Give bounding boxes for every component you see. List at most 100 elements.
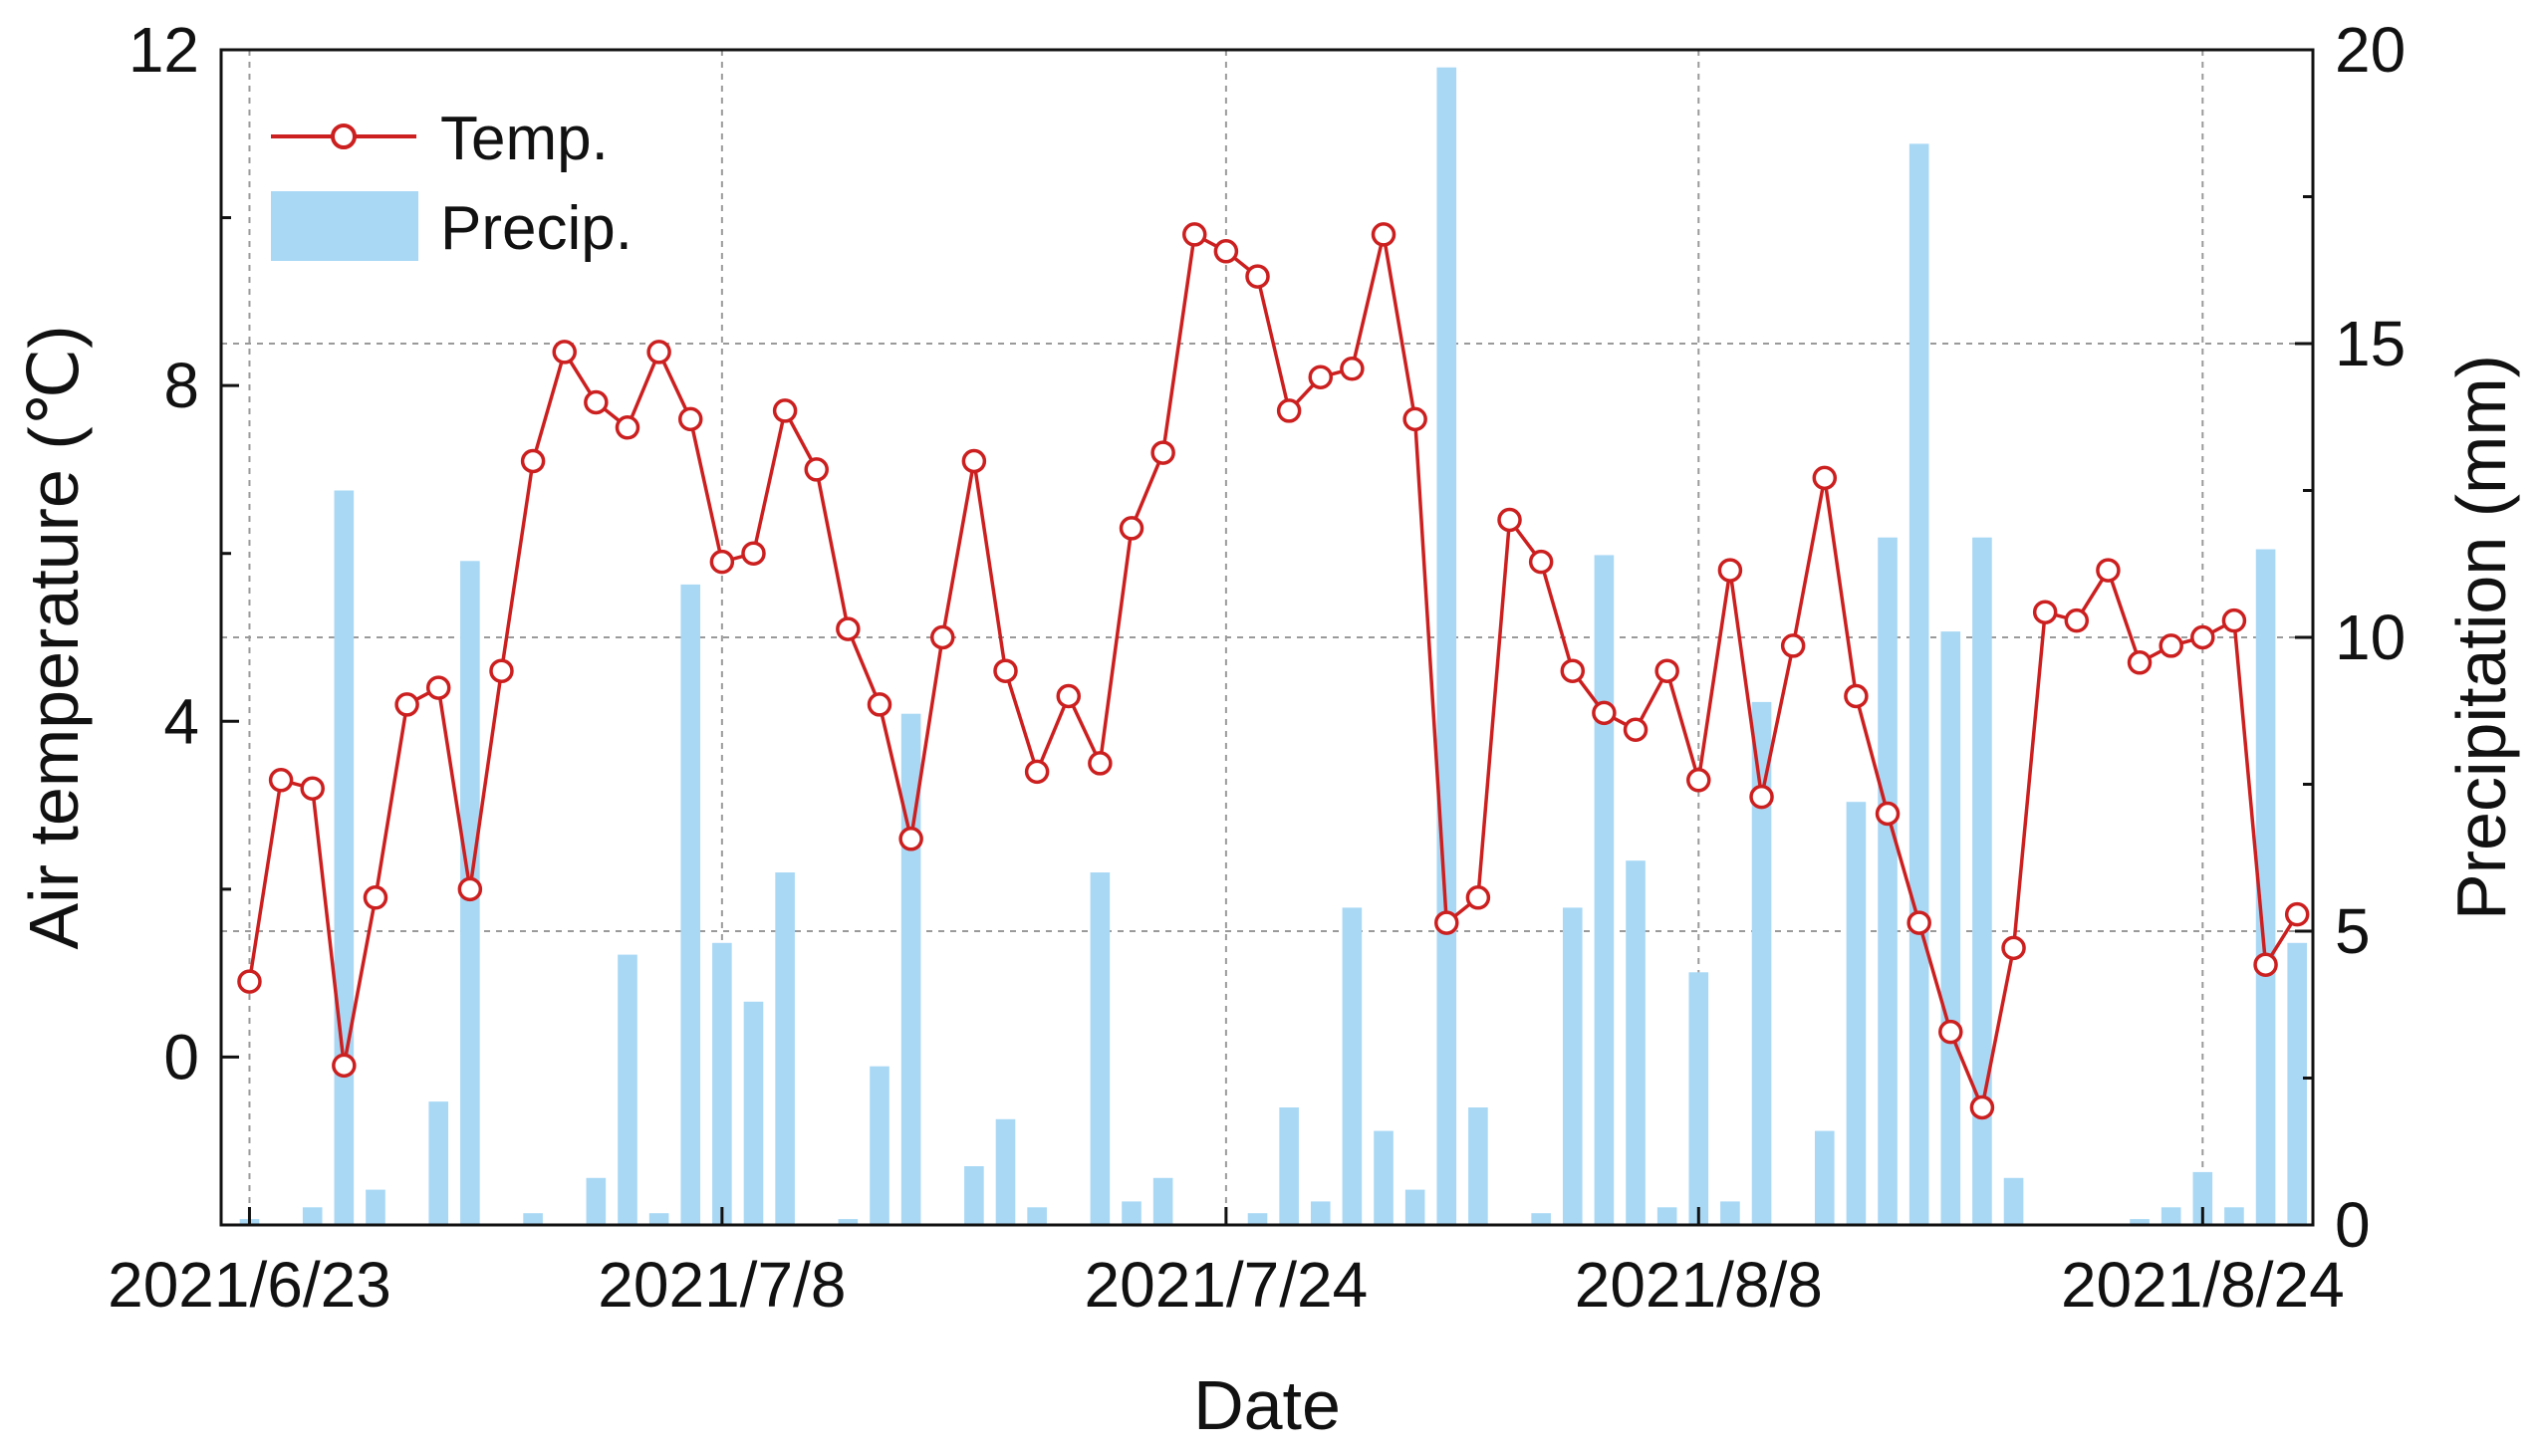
temp-point [1402,406,1427,432]
temp-point [1497,507,1522,533]
temp-point [1717,558,1743,583]
precip-bar [1940,631,1961,1225]
precip-bar [2160,1207,2181,1225]
x-tick-label: 2021/6/23 [108,1249,391,1321]
legend: Temp. Precip. [271,105,633,263]
precip-bar [1688,972,1709,1225]
temp-point [1213,239,1239,264]
precip-bar [1908,143,1929,1225]
precip-bar [523,1213,543,1225]
precip-bar [1122,1201,1142,1225]
temp-point [332,1053,357,1079]
x-tick-label: 2021/7/24 [1085,1249,1369,1321]
temp-point [836,616,861,641]
temp-point [1875,801,1901,827]
precip-bar [1626,860,1646,1225]
precip-bar [2130,1219,2150,1225]
temp-point [898,827,923,851]
precip-bar [2003,1177,2024,1225]
temp-point [1812,465,1838,491]
precip-bar [1279,1107,1299,1225]
precip-bar [2255,549,2276,1225]
temp-point [237,969,262,994]
temp-point [1056,683,1082,709]
temp-point [677,406,703,432]
precip-bar [995,1118,1016,1225]
precip-bar [586,1177,607,1225]
precip-bar [1751,701,1772,1225]
legend-precip-swatch [271,191,418,261]
precip-bar [1436,67,1457,1226]
y-right-tick-label: 15 [2335,308,2406,379]
precip-bar [2287,942,2307,1225]
temp-point [552,340,577,364]
temp-point [2221,607,2247,633]
temp-point [394,692,419,717]
temp-point [1119,516,1144,541]
precip-bar [1562,907,1583,1225]
temp-point [1844,683,1869,709]
precip-bar [1594,555,1615,1225]
precip-bar [1531,1213,1551,1225]
temp-point [804,457,829,482]
temp-point [772,398,798,423]
temp-point [520,448,546,474]
temp-point [867,692,892,717]
precip-bar [618,954,637,1225]
precip-bar [2192,1171,2213,1225]
temp-point [2001,935,2026,961]
temp-point [457,876,483,902]
precip-bar [680,584,701,1225]
y-right-tick-label: 5 [2335,895,2371,967]
temp-point [1024,759,1050,785]
temp-point [1371,222,1397,247]
temp-point [646,340,671,364]
precip-bar [1814,1130,1835,1225]
temp-line [237,222,2310,1120]
x-tick-label: 2021/8/8 [1575,1249,1823,1321]
legend-temp-label: Temp. [440,105,609,173]
y-right-tick-label: 20 [2335,14,2406,86]
y-axis-right-title: Precipitation (mm) [2442,355,2520,920]
precip-bar [1972,537,1992,1225]
temp-point [425,675,451,700]
precip-bar [648,1213,669,1225]
y-axis-left-title: Air temperature (℃) [15,325,93,949]
temp-point [1654,658,1679,683]
precip-bar [712,942,732,1225]
temp-point [929,624,955,650]
temp-point [709,549,735,575]
precip-bar [1247,1213,1268,1225]
temp-point [1560,658,1586,683]
precip-bar [1027,1207,1047,1225]
y-right-tick-label: 0 [2335,1189,2371,1261]
precip-bar [302,1207,323,1225]
temp-point [1780,633,1806,658]
precip-bar [1374,1130,1394,1225]
precip-bar [870,1066,889,1225]
y-left-tick-label: 8 [163,350,199,421]
precip-bar [1404,1189,1425,1225]
temp-point [2253,952,2278,977]
temp-point [2127,650,2153,675]
precip-bar [1090,872,1111,1225]
temp-point [1686,768,1711,793]
temp-point [1592,700,1617,726]
temp-point [1938,1019,1963,1045]
temp-point [1150,440,1175,465]
temp-point [1308,364,1334,389]
precip-bar [964,1166,984,1225]
temp-point [1749,784,1774,810]
y-left-tick-label: 12 [128,14,199,86]
precip-bar [1342,907,1363,1225]
precip-bar [1720,1201,1740,1225]
temp-point [1623,717,1649,742]
temp-point [993,658,1018,683]
precip-bar [743,1001,764,1225]
precip-bar [1152,1177,1173,1225]
precip-bar [1468,1107,1488,1225]
temp-point [1340,357,1365,381]
precip-bar [428,1101,449,1225]
precip-bar [2224,1207,2244,1225]
